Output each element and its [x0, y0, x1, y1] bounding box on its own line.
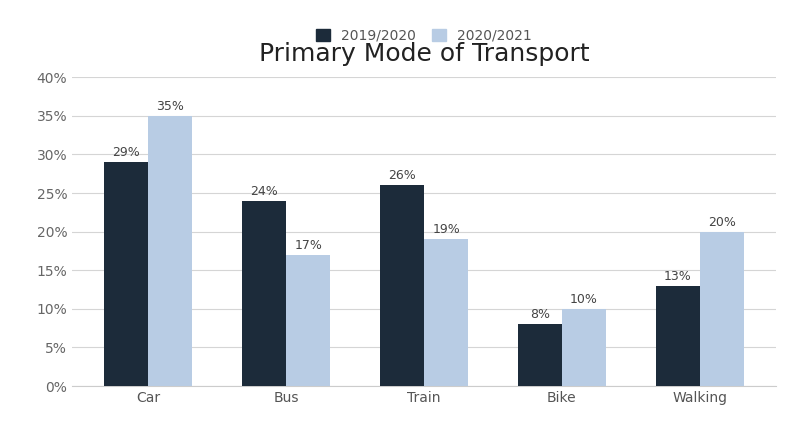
Bar [242, 201, 286, 386]
Text: 29%: 29% [112, 146, 140, 159]
Bar [424, 239, 468, 386]
Bar [104, 162, 148, 386]
Title: Primary Mode of Transport: Primary Mode of Transport [258, 42, 590, 66]
Bar [286, 255, 330, 386]
Bar [562, 309, 606, 386]
Bar [700, 232, 744, 386]
Text: 24%: 24% [250, 184, 278, 198]
Bar [148, 116, 192, 386]
Bar [518, 324, 562, 386]
Text: 10%: 10% [570, 293, 598, 306]
Text: 8%: 8% [530, 308, 550, 321]
Text: 13%: 13% [664, 269, 692, 283]
Text: 35%: 35% [156, 100, 184, 113]
Legend: 2019/2020, 2020/2021: 2019/2020, 2020/2021 [316, 29, 532, 42]
Text: 17%: 17% [294, 239, 322, 252]
Text: 19%: 19% [432, 223, 460, 236]
Bar [656, 286, 700, 386]
Text: 20%: 20% [708, 215, 736, 229]
Bar [380, 185, 424, 386]
Text: 26%: 26% [388, 169, 416, 182]
